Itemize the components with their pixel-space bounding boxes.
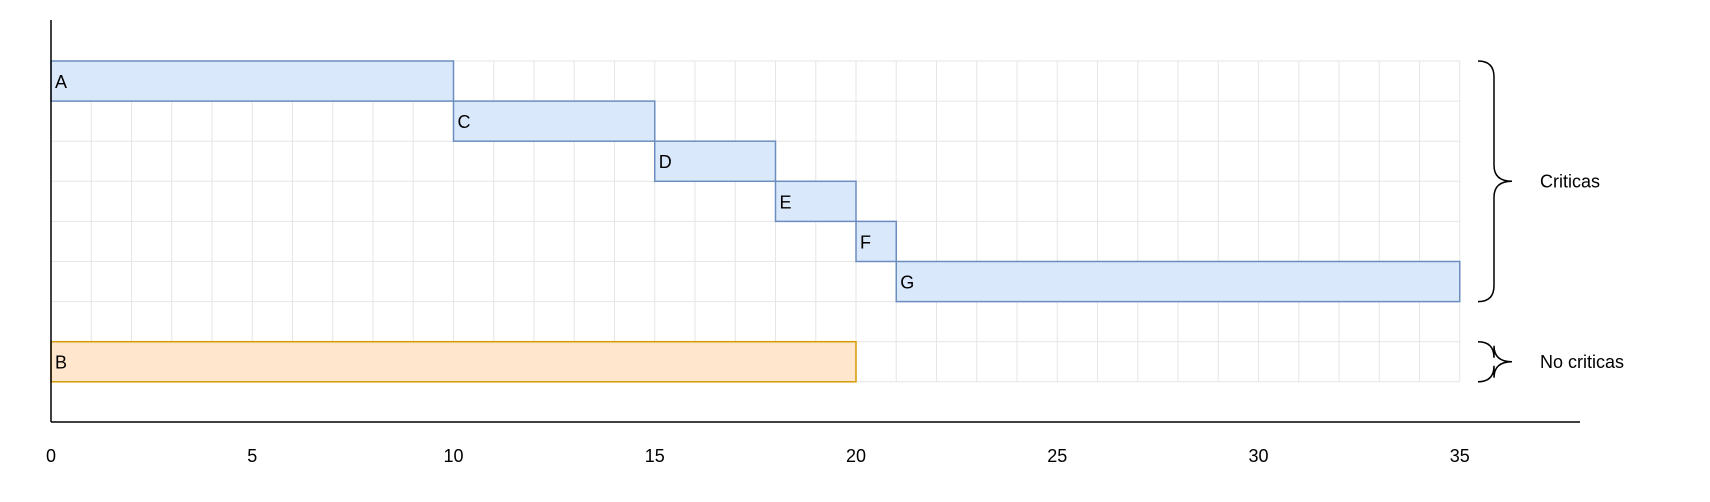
x-tick-label: 25 (1047, 446, 1067, 466)
group-braces: Criticas No criticas (1477, 60, 1624, 383)
task-label-c: C (458, 112, 471, 132)
task-label-d: D (659, 152, 672, 172)
task-bar-e (774, 180, 857, 223)
x-tick-labels: 0 5 10 15 20 25 30 35 (46, 446, 1470, 466)
x-tick-label: 20 (846, 446, 866, 466)
grid (50, 60, 1461, 383)
task-bar-a (50, 60, 455, 102)
x-tick-label: 5 (247, 446, 257, 466)
brace-noncritical (1477, 340, 1513, 383)
task-label-b: B (55, 353, 67, 373)
task-bar-c (452, 100, 656, 142)
axes (50, 20, 1580, 423)
task-bars: A C D E F G B (50, 60, 1461, 383)
task-label-f: F (860, 232, 871, 252)
x-tick-label: 0 (46, 446, 56, 466)
x-tick-label: 35 (1450, 446, 1470, 466)
task-bar-g (895, 260, 1461, 303)
task-label-a: A (55, 72, 67, 92)
group-label-critical: Criticas (1540, 171, 1600, 191)
task-label-e: E (780, 192, 792, 212)
x-tick-label: 30 (1248, 446, 1268, 466)
group-label-noncritical: No criticas (1540, 352, 1624, 372)
task-bar-f (855, 220, 897, 263)
x-tick-label: 10 (443, 446, 463, 466)
task-label-g: G (900, 273, 914, 293)
task-bar-b (50, 340, 857, 383)
x-tick-label: 15 (645, 446, 665, 466)
brace-critical (1477, 60, 1513, 303)
task-bar-d (654, 140, 777, 183)
